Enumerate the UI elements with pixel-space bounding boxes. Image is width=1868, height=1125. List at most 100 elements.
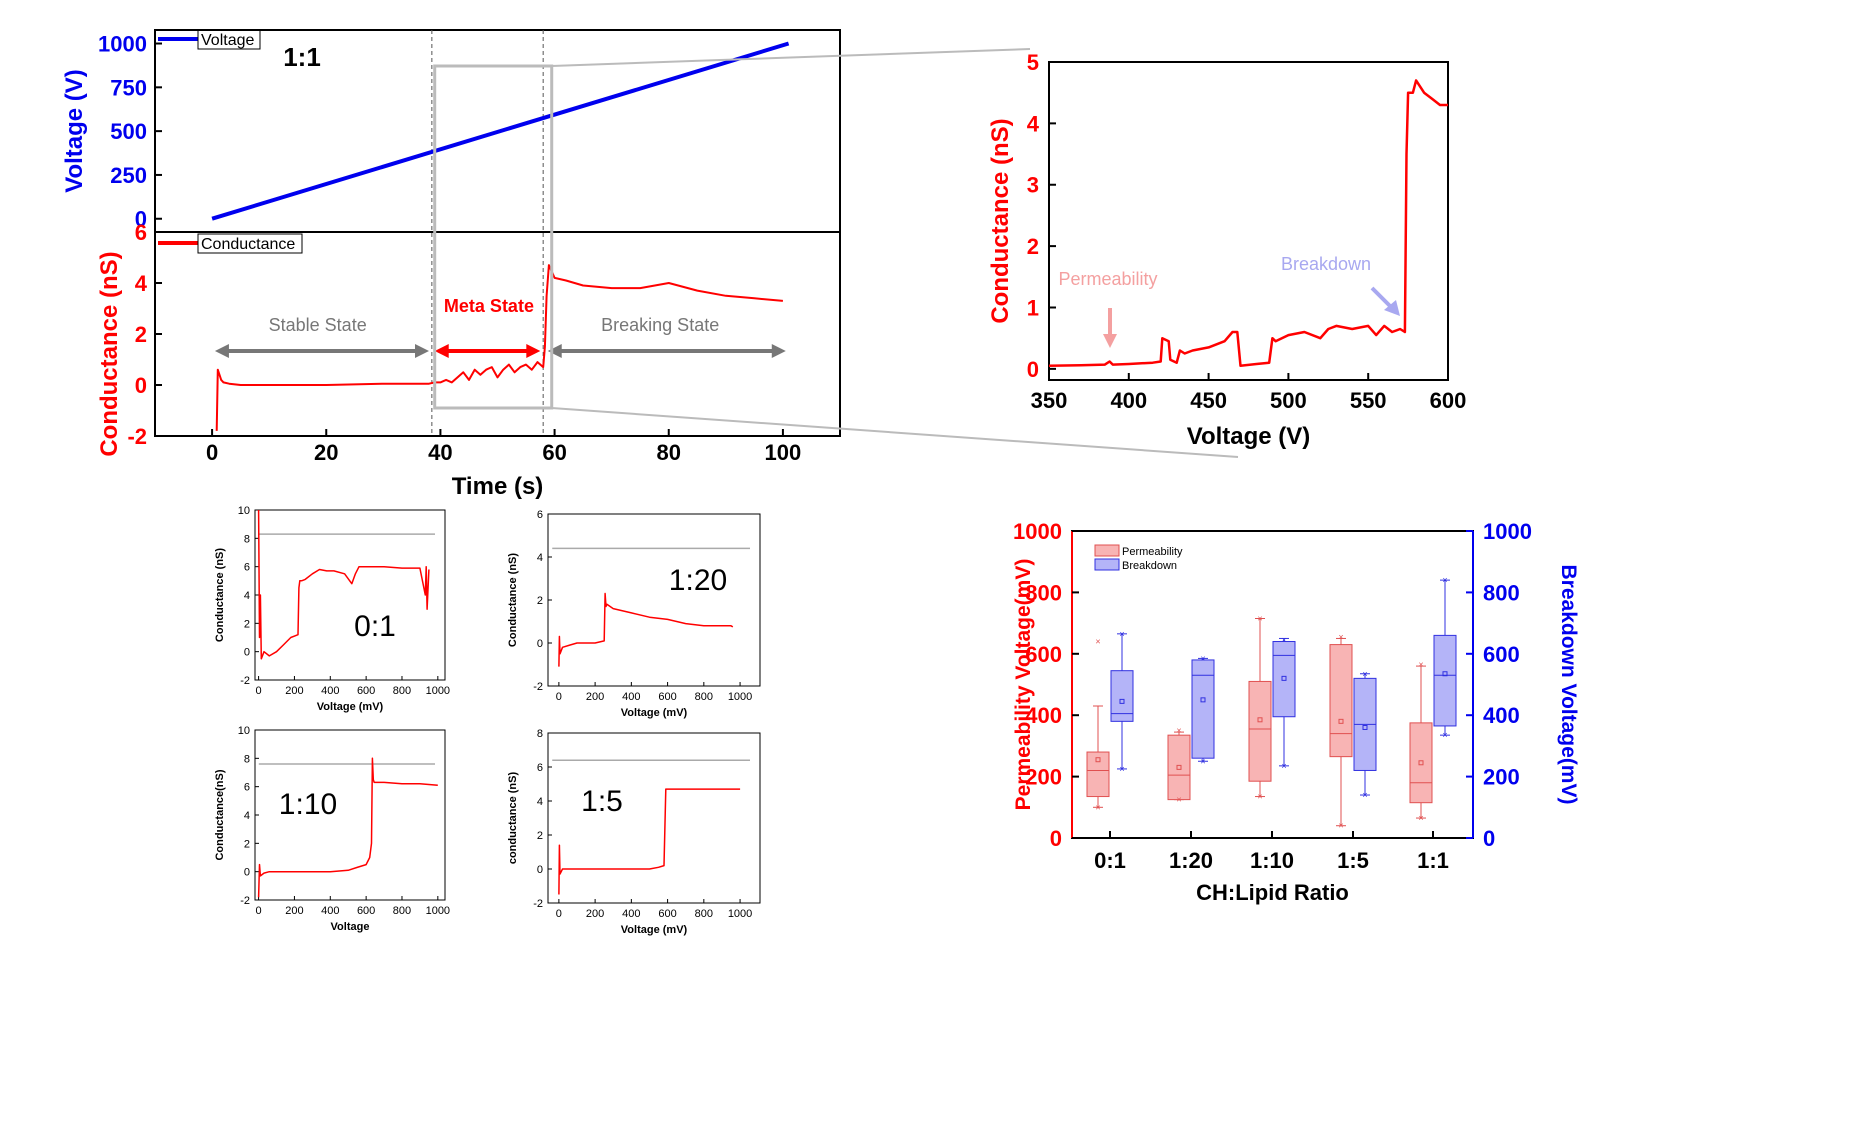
min-marker: × [1338,821,1343,831]
y-tick-label: 6 [537,509,543,521]
max-marker: × [1281,635,1286,645]
ratio-label: 0:1 [354,610,396,643]
max-marker: × [1338,632,1343,642]
x-tick-label: 800 [393,685,411,697]
left-tick-label: 600 [1025,642,1062,667]
min-marker: × [1200,756,1205,766]
x-tick-label: 800 [393,905,411,917]
y-tick-label: 0 [1027,357,1039,382]
x-tick-label: 450 [1190,388,1227,413]
voltage-series-line [211,41,790,221]
mean-marker [1281,675,1287,681]
conductance-legend-box [197,233,303,254]
conductance-tick-label: 2 [135,322,147,347]
right-axis-title: Breakdown Voltage(mV) [1557,565,1580,805]
meta-state-arrow-head-left [434,344,449,358]
x-tick-label: 600 [357,685,375,697]
x-tick-label: 1000 [426,905,450,917]
voltage-legend-label: Voltage [201,32,254,49]
x-tick-label: 0 [556,691,562,703]
breaking-state-arrow-head-left [547,344,562,358]
x-tick-label: 40 [428,440,452,465]
conductance-tick-label: 6 [135,220,147,245]
mean-marker [1257,717,1263,723]
y-tick-label: 8 [244,753,250,765]
conductance-tick-label: -2 [127,424,147,449]
x-axis-title: Voltage (mV) [317,701,384,713]
right-tick-label: 1000 [1483,519,1532,544]
right-tick-label: 200 [1483,765,1520,790]
legend-swatch-permeability [1094,544,1120,557]
breakdown-label: Breakdown [1281,254,1371,274]
y-tick-label: 8 [537,728,543,740]
box [1086,751,1110,798]
right-tick-label: 400 [1483,703,1520,728]
x-axis-title: Voltage (mV) [621,707,688,719]
left-axis-title: Permeability Voltage(mV) [1012,559,1035,811]
ratio-label: 1:1 [283,42,321,72]
x-tick-label: 550 [1350,388,1387,413]
legend-swatch-breakdown [1094,558,1120,571]
max-marker: × [1119,629,1124,639]
min-marker: × [1418,813,1423,823]
stable-state-label: Stable State [269,315,367,335]
conductance-tick-label: 0 [135,373,147,398]
box [1409,722,1433,804]
conductance-series-line [257,509,430,660]
x-tick-label: 20 [314,440,338,465]
conductance-series-line [558,788,741,895]
mean-marker [1338,718,1344,724]
voltage-tick-label: 1000 [98,32,147,57]
meta-state-arrow-head-right [526,344,541,358]
voltage-tick-label: 0 [135,207,147,232]
stable-state-arrow-head-right [415,344,429,358]
y-axis-title: Conductance(nS) [214,769,226,860]
x-tick-label: 600 [1430,388,1467,413]
box [1272,641,1296,718]
max-marker: × [1362,669,1367,679]
legend-label-permeability: Permeability [1122,546,1183,558]
y-tick-label: 4 [537,796,543,808]
breaking-state-arrow-head-right [771,344,786,358]
conductance-series-line [558,592,734,667]
conductance-series-line [215,264,783,431]
y-tick-label: 0 [537,638,543,650]
min-marker: × [1176,795,1181,805]
box [1248,680,1272,782]
ratio-label: 1:20 [669,564,727,597]
x-tick-label: 600 [357,905,375,917]
right-tick-label: 0 [1483,826,1495,851]
x-axis-title: Time (s) [452,473,544,500]
x-tick-label: 200 [285,905,303,917]
x-tick-label: 400 [622,908,640,920]
min-marker: × [1119,764,1124,774]
x-tick-label: 800 [695,691,713,703]
x-tick-label: 400 [622,691,640,703]
voltage-tick-label: 750 [110,75,147,100]
breaking-state-label: Breaking State [601,315,719,335]
voltage-axis-title: Voltage (V) [61,69,88,193]
box [1167,734,1191,801]
min-marker: × [1362,790,1367,800]
x-tick-label: 1000 [728,691,752,703]
zoom-connector-bottom [551,407,1239,458]
min-marker: × [1257,792,1262,802]
x-tick-label: 0 [206,440,218,465]
x-axis-title: Voltage (V) [1187,423,1311,450]
x-tick-label: 1000 [426,685,450,697]
x-tick-label: 500 [1270,388,1307,413]
y-tick-label: 3 [1027,173,1039,198]
x-axis-title: CH:Lipid Ratio [1196,880,1349,905]
box [1191,659,1215,759]
zoom-region-box [433,64,554,410]
x-tick-label: 80 [657,440,681,465]
permeability-label: Permeability [1058,269,1157,289]
mean-marker [1119,698,1125,704]
y-tick-label: 6 [244,562,250,574]
y-axis-title: Conductance (nS) [214,548,226,642]
min-marker: × [1095,802,1100,812]
y-tick-label: 2 [1027,234,1039,259]
y-tick-label: 6 [244,782,250,794]
y-tick-label: 0 [537,864,543,876]
